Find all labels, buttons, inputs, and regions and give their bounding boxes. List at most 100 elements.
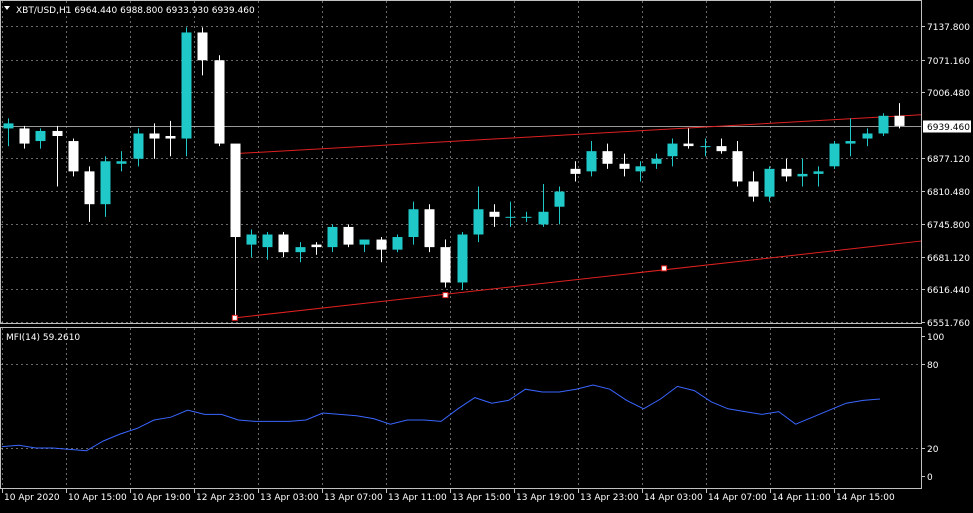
mfi-line (1, 384, 881, 452)
candle-body (424, 209, 435, 248)
candle (457, 231, 468, 291)
candle (295, 242, 306, 263)
candle (246, 229, 257, 258)
candle (538, 183, 549, 227)
candle (230, 143, 241, 321)
trendline-anchor[interactable] (442, 292, 449, 299)
candle (586, 141, 597, 177)
y-tick-label: 6616.440 (927, 286, 970, 296)
y-tick-label: 6681.120 (927, 254, 970, 264)
candle (392, 234, 403, 253)
candle-body (197, 32, 208, 61)
candle (813, 166, 824, 187)
candle (732, 141, 743, 187)
candle-body (52, 130, 63, 137)
candle-body (327, 226, 338, 248)
candle-body (521, 216, 532, 218)
candle-body (392, 237, 403, 250)
candle (133, 128, 144, 167)
x-tick-label: 14 Apr 03:00 (644, 493, 703, 503)
triangle-down-icon[interactable] (4, 6, 10, 10)
candle-body (214, 60, 225, 144)
candle (764, 166, 775, 202)
candle-body (84, 171, 95, 205)
candle-body (813, 171, 824, 174)
current-price-label: 6939.460 (927, 123, 970, 133)
candle (602, 143, 613, 169)
candle-body (68, 141, 79, 172)
candle (521, 211, 532, 222)
candle (894, 103, 905, 129)
candle-body (489, 211, 500, 217)
x-tick-label: 13 Apr 15:00 (452, 493, 511, 503)
candle (311, 242, 322, 255)
trendline-anchor[interactable] (231, 314, 238, 321)
candle (376, 237, 387, 263)
candle (683, 128, 694, 149)
candle-body (602, 151, 613, 164)
candle-body (829, 143, 840, 167)
y-tick-label: 6810.480 (927, 188, 970, 198)
candle-body (376, 239, 387, 250)
chart-header: XBT/USD,H1 6964.440 6988.800 6933.930 69… (4, 6, 255, 16)
candle-body (700, 146, 711, 148)
candle-body (246, 234, 257, 245)
candle-body (165, 136, 176, 139)
candle-body (862, 133, 873, 139)
candle (440, 239, 451, 288)
mfi-line-plot (1, 384, 881, 452)
candle-body (570, 168, 581, 174)
chart-title: XBT/USD,H1 6964.440 6988.800 6933.930 69… (16, 6, 255, 16)
candle-body (845, 141, 856, 144)
candle (116, 151, 127, 172)
candle (797, 158, 808, 187)
candle-body (440, 247, 451, 283)
candle (84, 166, 95, 222)
y-tick-label-sub: 100 (927, 333, 944, 343)
y-tick-label-sub: 80 (927, 361, 939, 371)
x-tick-label: 10 Apr 2020 (4, 493, 60, 503)
candle (845, 118, 856, 157)
candle (149, 123, 160, 159)
candle-body (457, 234, 468, 283)
candle (424, 204, 435, 253)
x-tick-label: 13 Apr 23:00 (580, 493, 639, 503)
trendline[interactable] (234, 240, 922, 319)
trendline-anchor[interactable] (661, 265, 668, 272)
candle (214, 55, 225, 147)
candle (505, 201, 516, 227)
candle-body (3, 123, 14, 129)
trendlines[interactable] (234, 114, 922, 319)
candle-body (311, 244, 322, 248)
candle-body (19, 128, 30, 144)
candle (829, 141, 840, 169)
candle (651, 153, 662, 169)
candle-body (748, 181, 759, 197)
candle (35, 128, 46, 149)
y-tick-label: 7071.160 (927, 57, 970, 67)
candle-body (878, 115, 889, 134)
x-tick-label: 10 Apr 19:00 (132, 493, 191, 503)
candle (473, 186, 484, 243)
x-tick-label: 12 Apr 23:00 (196, 493, 255, 503)
candle (667, 138, 678, 167)
trendline[interactable] (234, 114, 922, 155)
candle-body (651, 158, 662, 164)
candle-body (181, 32, 192, 139)
candle-body (586, 151, 597, 172)
candle-body (278, 234, 289, 253)
candle-body (716, 146, 727, 152)
candle-body (683, 143, 694, 147)
candle (327, 224, 338, 253)
candle (716, 138, 727, 154)
candle-body (35, 130, 46, 142)
trendline-anchors[interactable] (231, 265, 668, 321)
time-axis: 10 Apr 2020 10 Apr 15:00 10 Apr 19:00 12 Ap… (2, 489, 895, 503)
candle-body (797, 173, 808, 177)
candle (408, 201, 419, 245)
candle (554, 186, 565, 225)
candle (197, 27, 208, 76)
x-tick-label: 13 Apr 19:00 (516, 493, 575, 503)
candle-body (732, 151, 743, 182)
